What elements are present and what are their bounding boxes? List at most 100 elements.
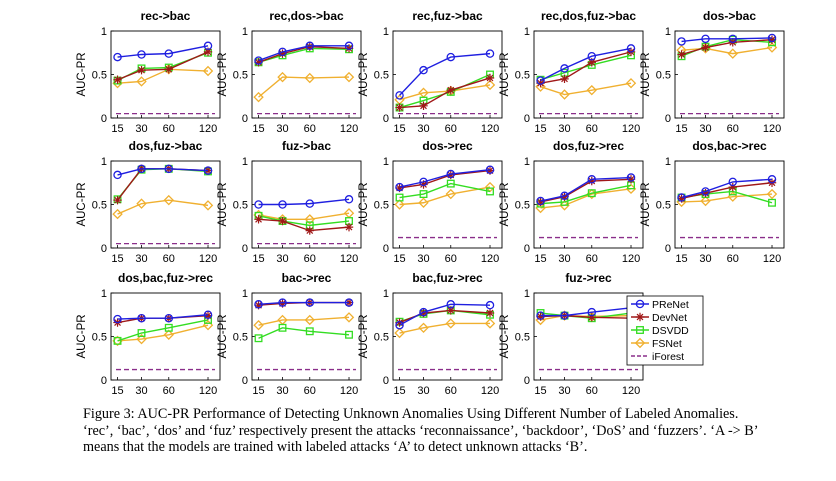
data-point	[446, 52, 456, 62]
x-tick-label: 120	[199, 123, 217, 135]
data-point	[113, 314, 122, 324]
data-point	[767, 175, 777, 184]
data-point	[277, 71, 288, 83]
x-tick-label: 15	[111, 123, 123, 135]
data-point	[485, 300, 495, 310]
caption-line-3: means that the models are trained with l…	[83, 439, 588, 455]
panel-title: fuz->bac	[282, 139, 331, 153]
data-point	[344, 298, 354, 307]
series-line	[117, 51, 209, 81]
data-point	[626, 44, 636, 53]
y-tick-label: 1	[665, 156, 671, 168]
data-point	[345, 330, 353, 339]
data-point	[560, 74, 569, 84]
data-point	[164, 323, 173, 332]
data-point	[446, 169, 456, 179]
y-tick-label: 0	[524, 113, 530, 125]
data-point	[278, 323, 287, 332]
series-line	[399, 186, 491, 206]
y-axis-label: AUC-PR	[499, 182, 511, 226]
panel-title: rec,dos,fuz->bac	[541, 9, 636, 23]
data-point	[587, 58, 596, 67]
data-point	[344, 44, 354, 53]
series-devnet	[536, 175, 636, 207]
x-tick-label: 15	[111, 253, 123, 265]
series-line	[399, 84, 491, 101]
x-tick-label: 15	[252, 385, 264, 397]
data-point	[560, 311, 569, 320]
data-point	[395, 318, 404, 327]
data-point	[418, 322, 429, 334]
y-tick-label: 0.5	[92, 70, 107, 82]
data-point	[485, 49, 495, 58]
data-point	[254, 56, 263, 65]
x-tick-label: 120	[199, 385, 217, 397]
data-point	[419, 101, 428, 111]
y-tick-label: 0.5	[92, 200, 107, 212]
figure-caption: Figure 3: AUC-PR Performance of Detectin…	[83, 406, 828, 456]
data-point	[484, 79, 496, 91]
y-tick-label: 0.5	[233, 70, 248, 82]
series-line	[399, 77, 491, 109]
x-tick-label: 60	[586, 385, 598, 397]
data-point	[587, 307, 597, 317]
x-tick-label: 30	[276, 253, 288, 265]
data-point	[305, 327, 314, 336]
x-tick-label: 120	[199, 253, 217, 265]
data-point	[536, 312, 545, 321]
data-point	[485, 165, 495, 174]
data-point	[419, 190, 428, 199]
series-dsvdd	[395, 179, 494, 202]
y-tick-label: 0.5	[374, 332, 389, 344]
series-line	[117, 45, 209, 58]
y-axis-label: AUC-PR	[76, 314, 88, 358]
data-point	[587, 175, 597, 184]
series-prenet	[677, 175, 777, 202]
data-point	[203, 41, 213, 51]
panel-rec-fuz-to-bac: 0 0.5 1 15 30 60 120 AUC-PR rec,fuz->bac	[358, 9, 503, 135]
data-point	[727, 48, 738, 59]
y-tick-label: 1	[101, 26, 107, 38]
data-point	[164, 164, 174, 174]
series-fsnet	[112, 194, 214, 220]
y-tick-label: 0	[101, 243, 107, 255]
caption-line-1: Figure 3: AUC-PR Performance of Detectin…	[83, 406, 739, 422]
legend-marker	[634, 337, 646, 349]
panel-dos-fuz-to-bac: 0 0.5 1 15 30 60 120 AUC-PR dos,fuz->bac	[76, 139, 221, 265]
x-tick-label: 120	[481, 253, 499, 265]
legend-marker	[635, 299, 645, 309]
x-tick-label: 30	[558, 123, 570, 135]
panel-title: dos,bac->rec	[692, 139, 767, 153]
panel-dos-to-bac: 0 0.5 1 15 30 60 120 AUC-PR dos->bac	[640, 9, 785, 135]
data-point	[445, 188, 456, 200]
data-point	[254, 200, 263, 209]
x-tick-label: 15	[534, 385, 546, 397]
y-tick-label: 1	[242, 288, 248, 300]
data-point	[536, 197, 545, 207]
series-line	[681, 178, 773, 199]
panel-title: dos->bac	[703, 9, 756, 23]
data-point	[701, 188, 710, 198]
x-tick-label: 15	[534, 123, 546, 135]
y-axis-label: AUC-PR	[640, 52, 652, 96]
y-axis-label: AUC-PR	[358, 314, 370, 358]
series-line	[399, 322, 491, 334]
y-tick-label: 0	[665, 243, 671, 255]
legend-marker	[636, 326, 644, 334]
series-line	[258, 316, 350, 326]
data-point	[446, 85, 455, 95]
data-point	[305, 41, 315, 51]
panel-title: bac->rec	[282, 271, 332, 285]
legend-entry-prenet: PReNet	[631, 299, 689, 311]
legend-entry-devnet: DevNet	[631, 312, 687, 324]
y-tick-label: 0	[524, 243, 530, 255]
data-point	[485, 308, 495, 318]
series-fsnet	[394, 318, 496, 339]
series-line	[681, 37, 773, 43]
legend-entry-dsvdd: DSVDD	[631, 325, 689, 337]
data-point	[700, 195, 711, 207]
data-point	[343, 71, 355, 83]
y-axis-label: AUC-PR	[499, 52, 511, 96]
x-tick-label: 120	[340, 253, 358, 265]
series-line	[681, 39, 773, 56]
